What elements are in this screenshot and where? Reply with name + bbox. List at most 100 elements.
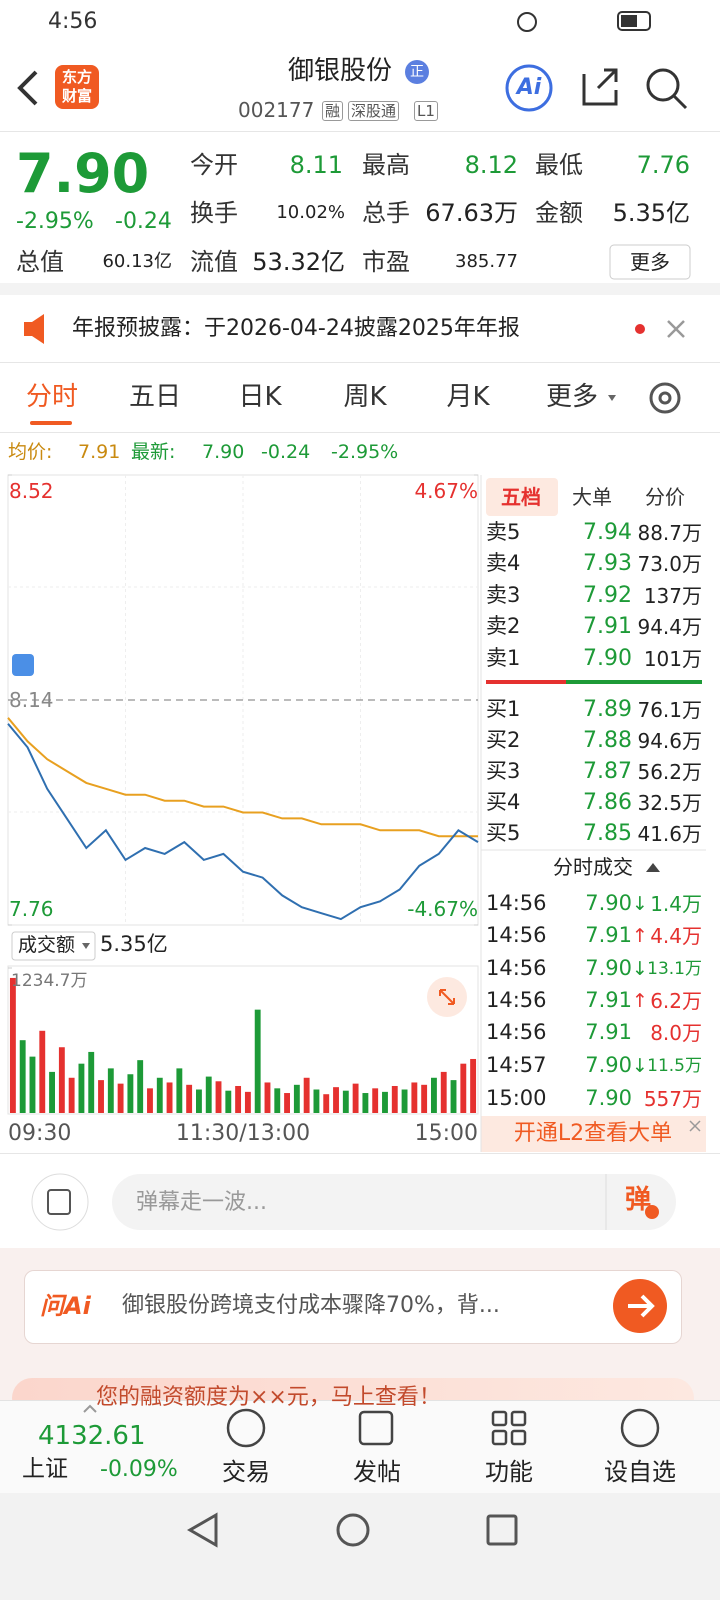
nav-item[interactable]: 发帖: [353, 1457, 401, 1486]
change-pct: -2.95%: [16, 208, 94, 234]
promo-text: 您的融资额度为××元，马上查看！: [96, 1384, 441, 1410]
y-tick-label: 8.52: [9, 479, 54, 503]
book-volume: 76.1万: [637, 698, 702, 722]
book-tab[interactable]: 大单: [572, 485, 612, 509]
field-label: 总手: [362, 198, 410, 227]
search-button[interactable]: [646, 68, 680, 102]
watchlist-icon[interactable]: [620, 1408, 660, 1448]
red-dot: [635, 324, 645, 334]
ai-button[interactable]: [505, 64, 553, 112]
function-icon[interactable]: [491, 1410, 527, 1446]
search-handle: [672, 94, 688, 110]
tag: L1: [414, 101, 438, 121]
book-volume: 32.5万: [637, 791, 702, 815]
latest-pct: -2.95%: [331, 440, 399, 463]
index-toggle[interactable]: [83, 1404, 97, 1413]
volume-selector[interactable]: [11, 931, 96, 961]
volume-bar: [166, 1082, 173, 1113]
comment-toggle[interactable]: [31, 1173, 89, 1231]
close-notice[interactable]: [667, 320, 685, 338]
trade-volume: 11.5万: [647, 1055, 702, 1076]
book-level: 买4: [486, 790, 521, 815]
dropdown-arrow: [82, 943, 90, 949]
l2-text[interactable]: 开通L2查看大单: [513, 1120, 673, 1146]
l2-banner[interactable]: [481, 1116, 706, 1152]
danmaku-check: [645, 1205, 659, 1219]
price: 7.90: [16, 141, 150, 205]
field-value: 10.02%: [276, 202, 345, 224]
back-button[interactable]: [17, 70, 38, 106]
field-label: 总值: [16, 247, 64, 276]
volume-bar: [205, 1076, 212, 1113]
volume-bar: [264, 1082, 271, 1113]
tab[interactable]: 周K: [343, 382, 387, 413]
x-tick-label: 15:00: [414, 1120, 478, 1146]
comment-icon: [47, 1189, 71, 1215]
volume-bar: [107, 1068, 114, 1113]
comment-input[interactable]: [112, 1174, 676, 1230]
trade-price: 7.90: [585, 1086, 632, 1111]
tab-underline: [30, 421, 72, 425]
nav-item[interactable]: 交易: [222, 1457, 270, 1486]
logo: [55, 65, 99, 109]
tab[interactable]: 月K: [446, 382, 490, 413]
field-label: 最低: [535, 150, 583, 179]
post-icon[interactable]: [358, 1410, 394, 1446]
trade-volume: 557万: [643, 1087, 702, 1111]
ai-card[interactable]: [24, 1270, 682, 1344]
field-value: 53.32亿: [252, 247, 345, 276]
book-volume: 88.7万: [637, 521, 702, 545]
tab[interactable]: 分时: [25, 382, 79, 413]
trade-price: 7.91: [585, 988, 632, 1013]
divider: [0, 1153, 720, 1154]
more-text[interactable]: 更多: [630, 250, 670, 274]
trade-arrow: ↓: [632, 957, 648, 980]
ai-text: 御银股份跨境支付成本骤降70%，背...: [122, 1292, 500, 1318]
sys-home[interactable]: [336, 1513, 370, 1547]
ai-text: Ai: [516, 74, 542, 100]
change: -0.24: [115, 208, 172, 234]
sys-recent[interactable]: [486, 1514, 518, 1546]
trade-time: 14:57: [486, 1053, 547, 1078]
tab[interactable]: 日K: [238, 382, 282, 413]
volume-bar: [88, 1051, 95, 1113]
notice-text: 年报预披露：于2026-04-24披露2025年年报: [72, 315, 520, 341]
y2-tick-label: -4.67%: [407, 897, 478, 921]
more-button[interactable]: [609, 244, 691, 280]
volume-bar: [303, 1077, 310, 1113]
index-pct: -0.09%: [100, 1456, 178, 1482]
sys-back[interactable]: [186, 1512, 218, 1548]
field-label: 今开: [190, 150, 238, 179]
volume-bar: [450, 1080, 457, 1113]
volume-label[interactable]: 成交额: [18, 933, 76, 956]
trade-time: 14:56: [486, 923, 547, 948]
settings-button[interactable]: [649, 382, 681, 414]
volume-bar: [58, 1047, 65, 1113]
system-nav: [0, 1493, 720, 1600]
volume-bar: [254, 1009, 261, 1113]
latest-value: 7.90: [202, 440, 245, 463]
tab[interactable]: 五日: [128, 382, 182, 413]
volume-bar: [127, 1074, 134, 1113]
stock-code: 002177: [238, 98, 315, 122]
badge: [405, 60, 429, 84]
book-level: 卖2: [486, 614, 521, 639]
nav-item[interactable]: 功能: [485, 1457, 533, 1486]
danmaku-button[interactable]: 弹: [624, 1185, 652, 1216]
volume-bar: [68, 1077, 75, 1113]
trade-price: 7.90: [585, 891, 632, 916]
trade-icon[interactable]: [226, 1408, 266, 1448]
close-l2[interactable]: [689, 1120, 701, 1132]
tab[interactable]: 更多: [545, 382, 599, 413]
book-level: 卖5: [486, 520, 521, 545]
volume-bar: [284, 1093, 290, 1113]
gap: [0, 283, 720, 295]
share-button[interactable]: [582, 68, 618, 106]
volume-frame: [7, 965, 479, 1115]
nav-item[interactable]: 设自选: [604, 1457, 676, 1486]
book-tab[interactable]: 五档: [501, 485, 541, 509]
book-tab[interactable]: 分价: [645, 485, 685, 509]
volume-bar: [215, 1081, 222, 1113]
field-label: 流值: [190, 247, 238, 276]
